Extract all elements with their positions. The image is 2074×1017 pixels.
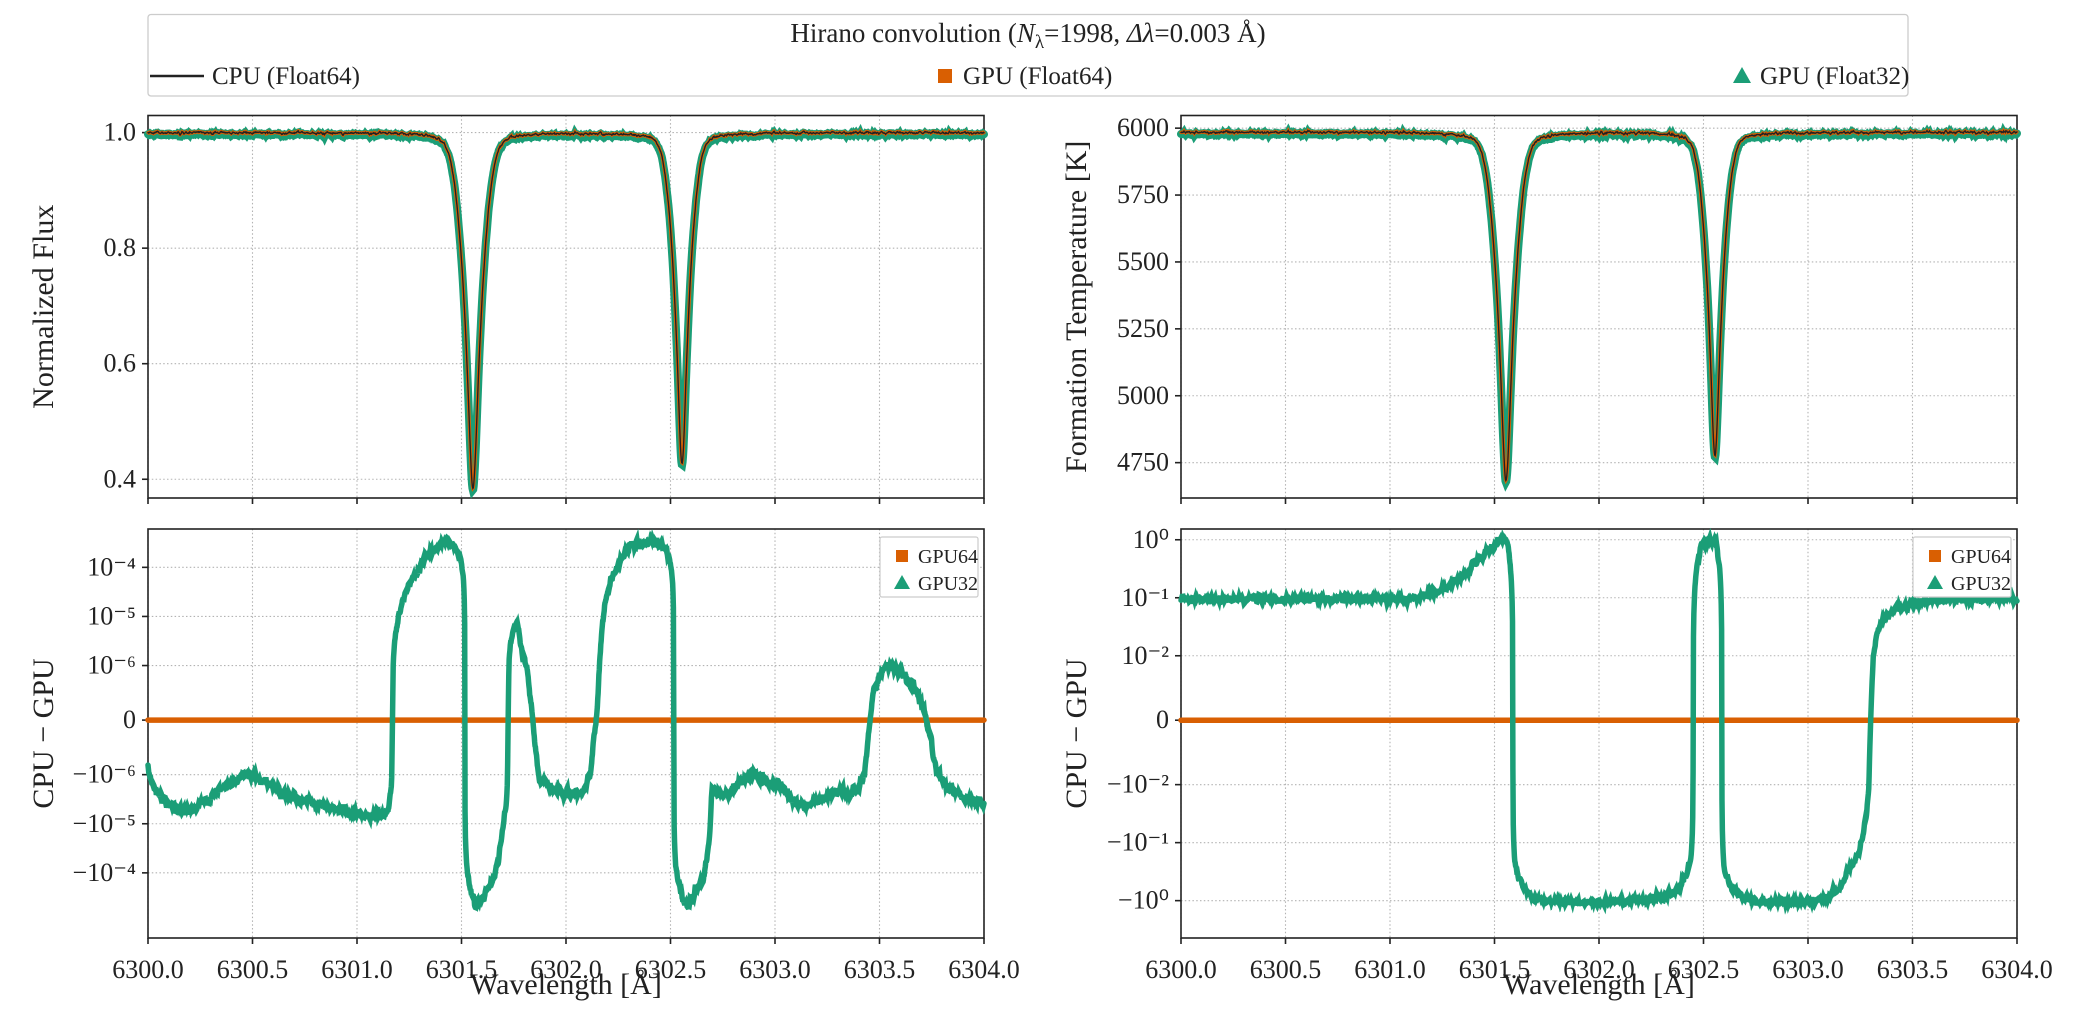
svg-text:GPU (Float64): GPU (Float64) <box>963 63 1112 90</box>
svg-text:Normalized Flux: Normalized Flux <box>27 205 60 409</box>
svg-text:10⁻¹: 10⁻¹ <box>1121 583 1169 612</box>
svg-text:6301.0: 6301.0 <box>1354 955 1426 984</box>
svg-text:6300.0: 6300.0 <box>112 955 184 984</box>
svg-text:Formation Temperature [K]: Formation Temperature [K] <box>1060 141 1093 473</box>
svg-text:1.0: 1.0 <box>104 118 137 147</box>
svg-text:6303.5: 6303.5 <box>844 955 916 984</box>
svg-text:GPU64: GPU64 <box>1951 546 2011 568</box>
svg-text:10⁻²: 10⁻² <box>1121 641 1169 670</box>
svg-text:CPU − GPU: CPU − GPU <box>1060 658 1093 809</box>
svg-text:6304.0: 6304.0 <box>948 955 1020 984</box>
svg-text:Hirano convolution (Nλ=1998, Δ: Hirano convolution (Nλ=1998, Δλ=0.003 Å) <box>790 18 1265 53</box>
svg-text:−10⁰: −10⁰ <box>1118 886 1169 915</box>
svg-text:−10⁻⁴: −10⁻⁴ <box>73 858 136 887</box>
svg-text:6300.5: 6300.5 <box>1250 955 1322 984</box>
svg-text:6300.5: 6300.5 <box>217 955 289 984</box>
svg-text:Wavelength [Å]: Wavelength [Å] <box>470 968 662 1001</box>
svg-text:5750: 5750 <box>1117 180 1169 209</box>
svg-text:4750: 4750 <box>1117 448 1169 477</box>
svg-text:6303.5: 6303.5 <box>1877 955 1949 984</box>
svg-text:6301.0: 6301.0 <box>321 955 393 984</box>
svg-text:CPU − GPU: CPU − GPU <box>27 658 60 809</box>
svg-text:6300.0: 6300.0 <box>1145 955 1217 984</box>
svg-text:−10⁻⁶: −10⁻⁶ <box>73 760 136 789</box>
svg-text:5500: 5500 <box>1117 247 1169 276</box>
svg-text:6303.0: 6303.0 <box>739 955 811 984</box>
svg-text:GPU (Float32): GPU (Float32) <box>1760 63 1909 90</box>
svg-text:−10⁻⁵: −10⁻⁵ <box>73 809 136 838</box>
svg-text:0: 0 <box>1156 705 1169 734</box>
svg-text:5000: 5000 <box>1117 381 1169 410</box>
svg-text:−10⁻²: −10⁻² <box>1107 770 1169 799</box>
svg-text:Wavelength [Å]: Wavelength [Å] <box>1503 968 1695 1001</box>
svg-text:10⁻⁶: 10⁻⁶ <box>87 651 136 680</box>
svg-text:GPU32: GPU32 <box>918 573 978 595</box>
svg-text:0.6: 0.6 <box>104 349 137 378</box>
svg-text:6304.0: 6304.0 <box>1981 955 2053 984</box>
svg-text:5250: 5250 <box>1117 314 1169 343</box>
svg-text:GPU32: GPU32 <box>1951 573 2011 595</box>
svg-text:CPU (Float64): CPU (Float64) <box>212 63 360 90</box>
svg-text:0.4: 0.4 <box>104 464 137 493</box>
svg-text:10⁻⁴: 10⁻⁴ <box>87 552 136 581</box>
svg-text:6303.0: 6303.0 <box>1772 955 1844 984</box>
svg-text:0: 0 <box>123 705 136 734</box>
svg-text:10⁰: 10⁰ <box>1133 525 1169 554</box>
svg-text:6000: 6000 <box>1117 113 1169 142</box>
svg-text:0.8: 0.8 <box>104 233 137 262</box>
svg-text:GPU64: GPU64 <box>918 546 978 568</box>
svg-text:−10⁻¹: −10⁻¹ <box>1107 828 1169 857</box>
svg-text:10⁻⁵: 10⁻⁵ <box>87 601 136 630</box>
